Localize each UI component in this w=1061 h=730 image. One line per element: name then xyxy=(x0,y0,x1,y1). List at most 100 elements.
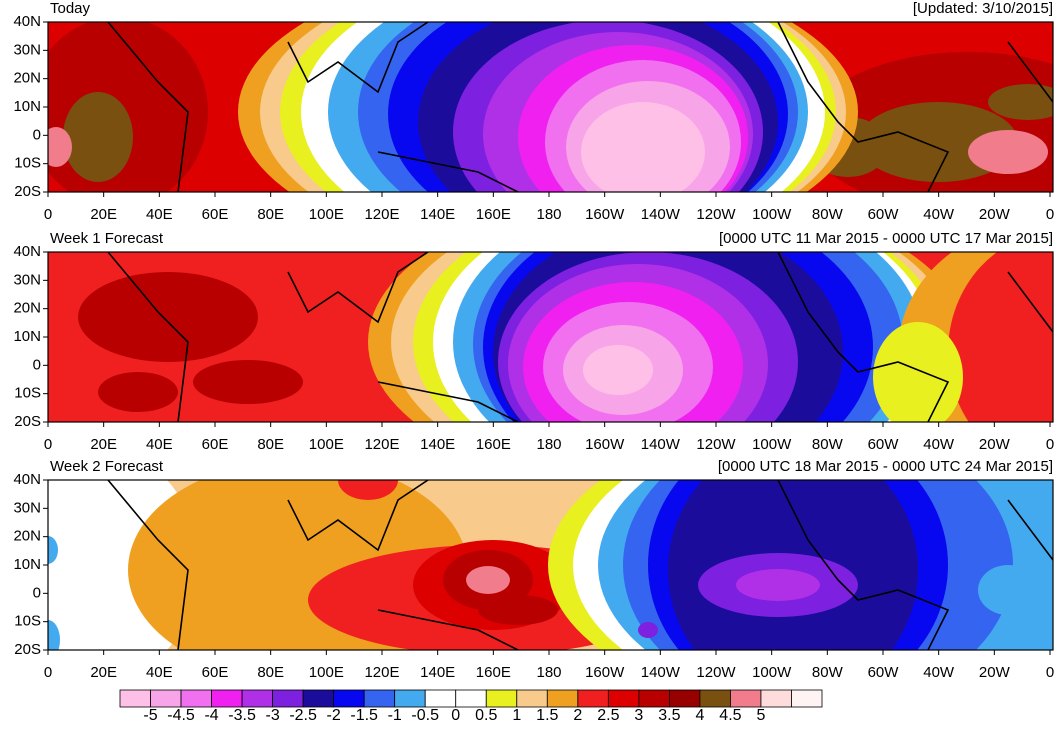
x-tick-label: 160W xyxy=(585,436,625,453)
y-tick-label: 40N xyxy=(13,243,41,260)
x-tick-label: 100E xyxy=(309,206,344,223)
x-tick-label: 80E xyxy=(257,436,284,453)
panel-subtitle: [Updated: 3/10/2015] xyxy=(913,0,1053,17)
y-tick-label: 40N xyxy=(13,13,41,30)
colorbar-label: -4.5 xyxy=(167,707,195,724)
x-tick-label: 100W xyxy=(752,664,792,681)
y-tick-label: 30N xyxy=(13,41,41,58)
colorbar-label: 2 xyxy=(573,707,582,724)
x-tick-label: 160E xyxy=(476,664,511,681)
contour xyxy=(98,372,178,412)
colorbar-label: -2.5 xyxy=(289,707,317,724)
colorbar-box xyxy=(363,689,396,708)
colorbar-label: -4 xyxy=(204,707,218,724)
x-tick-label: 80E xyxy=(257,664,284,681)
coastline xyxy=(777,480,950,650)
x-tick-label: 0 xyxy=(1046,206,1054,223)
colorbar-box xyxy=(607,689,640,708)
contour xyxy=(873,322,963,422)
colorbar-label: -2 xyxy=(327,707,341,724)
colorbar-box xyxy=(150,689,182,708)
y-tick-label: 10N xyxy=(13,556,41,573)
panel-title: Week 1 Forecast xyxy=(50,230,164,247)
y-tick-label: 20S xyxy=(14,641,41,658)
y-tick-label: 10S xyxy=(14,613,41,630)
x-tick-label: 180 xyxy=(536,206,561,223)
colorbar-label: -1.5 xyxy=(350,707,378,724)
x-tick-label: 20W xyxy=(979,206,1011,223)
y-tick-label: 30N xyxy=(13,271,41,288)
x-tick-label: 40W xyxy=(923,206,955,223)
x-tick-label: 0 xyxy=(44,664,52,681)
map-panel: Week 2 Forecast [0000 UTC 18 Mar 2015 - 0… xyxy=(13,458,1054,681)
coastline xyxy=(107,252,189,422)
colorbar-box xyxy=(424,689,457,708)
panel-title: Today xyxy=(50,0,91,17)
colorbar-box xyxy=(577,689,609,708)
x-tick-label: 140E xyxy=(420,664,455,681)
x-tick-label: 60E xyxy=(202,436,229,453)
colorbar-label: -5 xyxy=(143,707,157,724)
x-tick-label: 120W xyxy=(696,206,736,223)
x-tick-label: 40W xyxy=(923,436,955,453)
colorbar-box xyxy=(760,689,792,708)
contour-fill xyxy=(48,22,1053,192)
colorbar-label: -3 xyxy=(265,707,279,724)
y-tick-label: 20S xyxy=(14,413,41,430)
colorbar-label: -3.5 xyxy=(228,707,256,724)
colorbar-box xyxy=(241,689,274,708)
contour xyxy=(478,595,558,625)
x-tick-label: 20E xyxy=(90,206,117,223)
x-tick-label: 80W xyxy=(812,436,844,453)
coastline xyxy=(287,480,429,552)
x-tick-label: 60E xyxy=(202,206,229,223)
contour xyxy=(736,569,820,601)
colorbar-box xyxy=(730,689,762,708)
x-tick-label: 180 xyxy=(536,664,561,681)
x-tick-label: 160E xyxy=(476,206,511,223)
x-tick-label: 60W xyxy=(868,206,900,223)
y-tick-label: 0 xyxy=(33,126,41,143)
x-tick-label: 20W xyxy=(979,664,1011,681)
x-tick-label: 40E xyxy=(146,206,173,223)
coastline xyxy=(1007,41,1053,103)
colorbar-label: 1 xyxy=(512,707,521,724)
contour xyxy=(583,345,653,395)
panel-subtitle: [0000 UTC 11 Mar 2015 - 0000 UTC 17 Mar … xyxy=(719,230,1053,247)
x-tick-label: 60W xyxy=(868,664,900,681)
x-tick-label: 120W xyxy=(696,664,736,681)
colorbar-label: 3 xyxy=(634,707,643,724)
colorbar-label: 0.5 xyxy=(475,707,497,724)
y-tick-label: 30N xyxy=(13,499,41,516)
x-tick-label: 20E xyxy=(90,436,117,453)
colorbar-box xyxy=(272,689,304,708)
coastline xyxy=(377,381,519,422)
x-tick-label: 20W xyxy=(979,436,1011,453)
y-tick-label: 10S xyxy=(14,385,41,402)
colorbar-label: -0.5 xyxy=(411,707,439,724)
contour xyxy=(48,620,60,650)
y-tick-label: 20S xyxy=(14,183,41,200)
colorbar-box xyxy=(699,689,731,708)
x-tick-label: 100E xyxy=(309,664,344,681)
contour xyxy=(48,536,58,564)
x-tick-label: 80W xyxy=(812,206,844,223)
coastline xyxy=(777,22,950,192)
x-tick-label: 60W xyxy=(868,436,900,453)
contour xyxy=(48,127,72,167)
colorbar-box xyxy=(668,689,701,708)
x-tick-label: 0 xyxy=(1046,664,1054,681)
x-tick-label: 100W xyxy=(752,436,792,453)
map-panel: Week 1 Forecast [0000 UTC 11 Mar 2015 - 0… xyxy=(13,230,1054,453)
y-tick-label: 10N xyxy=(13,328,41,345)
colorbar-box xyxy=(180,689,212,708)
contour xyxy=(193,360,303,404)
y-tick-label: 0 xyxy=(33,356,41,373)
colorbar-box xyxy=(516,689,548,708)
x-tick-label: 100E xyxy=(309,436,344,453)
contour xyxy=(581,102,705,192)
x-tick-label: 20E xyxy=(90,664,117,681)
x-tick-label: 60E xyxy=(202,664,229,681)
x-tick-label: 140E xyxy=(420,206,455,223)
